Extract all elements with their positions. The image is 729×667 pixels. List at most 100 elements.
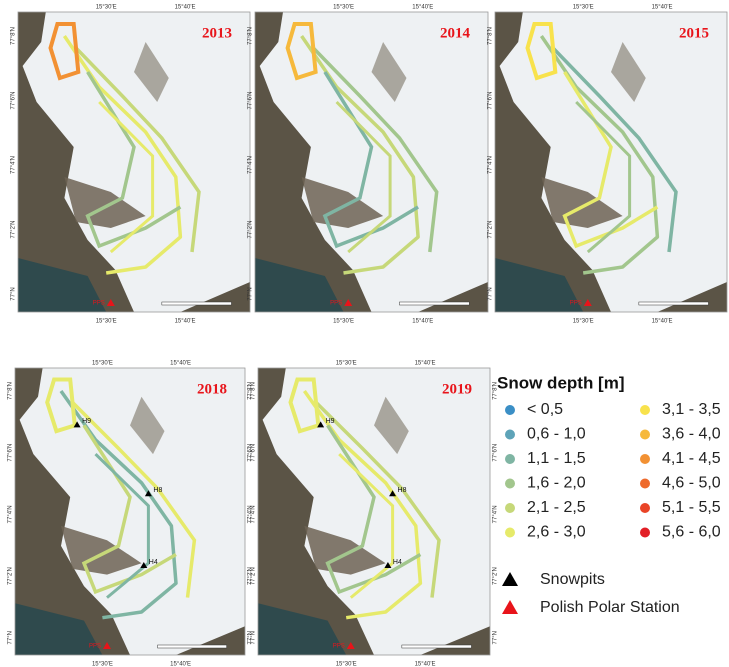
lat-label: 77°4'N — [11, 156, 17, 174]
lon-label: 15°40'E — [412, 319, 433, 325]
lat-label: 77°N — [11, 287, 17, 300]
lon-label: 15°30'E — [573, 5, 594, 11]
legend-label: 1,6 - 2,0 — [527, 475, 586, 492]
lat-label: 77°8'N — [248, 27, 254, 45]
lat-label: 77°2'N — [8, 567, 14, 585]
lon-label: 15°40'E — [415, 662, 436, 667]
lat-label: 77°6'N — [251, 444, 257, 462]
lat-label: 77°6'N — [8, 444, 14, 462]
lat-label: 77°6'N — [248, 92, 254, 110]
legend-swatch — [640, 479, 650, 489]
legend-marker-label: Snowpits — [540, 571, 605, 588]
snowpit-label: H8 — [398, 487, 407, 494]
legend-swatch — [640, 503, 650, 513]
lat-label: 77°2'N — [493, 567, 499, 585]
year-label: 2014 — [440, 25, 471, 41]
station-label: PPS — [93, 301, 105, 307]
lon-label: 15°40'E — [652, 5, 673, 11]
lat-label: 77°8'N — [488, 27, 494, 45]
year-label: 2015 — [679, 25, 709, 41]
legend-label: < 0,5 — [527, 401, 563, 418]
lon-label: 15°30'E — [96, 319, 117, 325]
lat-label: 77°N — [493, 631, 499, 644]
lon-label: 15°30'E — [333, 319, 354, 325]
lat-label: 77°8'N — [8, 382, 14, 400]
scale-bar — [162, 302, 232, 305]
legend-label: 1,1 - 1,5 — [527, 450, 586, 467]
lon-label: 15°30'E — [333, 5, 354, 11]
lat-label: 77°4'N — [251, 505, 257, 523]
legend-label: 2,1 - 2,5 — [527, 499, 586, 516]
map-panel — [18, 12, 250, 312]
lon-label: 15°40'E — [412, 5, 433, 11]
year-label: 2018 — [197, 381, 227, 397]
scale-bar — [399, 302, 469, 305]
scale-bar — [639, 302, 709, 305]
legend-swatch — [640, 430, 650, 440]
legend-swatch — [505, 528, 515, 538]
lat-label: 77°6'N — [11, 92, 17, 110]
legend-marker-label: Polish Polar Station — [540, 599, 680, 616]
legend-label: 4,6 - 5,0 — [662, 475, 721, 492]
legend-label: 3,1 - 3,5 — [662, 401, 721, 418]
legend-swatch — [505, 479, 515, 489]
scale-bar — [402, 645, 472, 648]
lat-label: 77°4'N — [248, 156, 254, 174]
legend-swatch — [505, 405, 515, 415]
lat-label: 77°8'N — [251, 382, 257, 400]
snowpit-label: H9 — [326, 418, 335, 425]
snowpit-label: H8 — [153, 487, 162, 494]
snowpit-label: H4 — [149, 559, 158, 566]
lon-label: 15°30'E — [92, 662, 113, 667]
year-label: 2019 — [442, 381, 472, 397]
legend-label: 0,6 - 1,0 — [527, 426, 586, 443]
lat-label: 77°N — [8, 631, 14, 644]
map-panel — [15, 368, 245, 655]
lat-label: 77°4'N — [8, 505, 14, 523]
station-label: PPS — [330, 301, 342, 307]
year-label: 2013 — [202, 25, 232, 41]
lat-label: 77°4'N — [488, 156, 494, 174]
map-panel — [495, 12, 727, 312]
lon-label: 15°40'E — [170, 361, 191, 367]
lat-label: 77°2'N — [251, 567, 257, 585]
legend-swatch — [505, 454, 515, 464]
scale-bar — [158, 645, 227, 648]
legend-label: 4,1 - 4,5 — [662, 450, 721, 467]
lon-label: 15°30'E — [336, 662, 357, 667]
lon-label: 15°30'E — [92, 361, 113, 367]
lat-label: 77°2'N — [488, 221, 494, 239]
legend-swatch — [640, 405, 650, 415]
lon-label: 15°40'E — [175, 5, 196, 11]
legend-label: 5,1 - 5,5 — [662, 499, 721, 516]
station-label: PPS — [333, 644, 345, 650]
legend-swatch — [505, 503, 515, 513]
legend-swatch — [640, 454, 650, 464]
lat-label: 77°N — [251, 631, 257, 644]
legend-label: 2,6 - 3,0 — [527, 524, 586, 541]
lat-label: 77°2'N — [248, 221, 254, 239]
station-label: PPS — [89, 644, 101, 650]
legend-label: 5,6 - 6,0 — [662, 524, 721, 541]
lat-label: 77°4'N — [493, 505, 499, 523]
lat-label: 77°6'N — [493, 444, 499, 462]
lat-label: 77°N — [488, 287, 494, 300]
lon-label: 15°40'E — [175, 319, 196, 325]
legend-swatch — [640, 528, 650, 538]
lon-label: 15°40'E — [170, 662, 191, 667]
figure: 2013 15°30'E 15°30'E 15°40'E 15°40'E 77°8'N 77… — [0, 0, 729, 667]
lon-label: 15°40'E — [415, 361, 436, 367]
map-panel — [258, 368, 490, 655]
station-label: PPS — [570, 301, 582, 307]
snowpit-label: H9 — [82, 418, 91, 425]
lon-label: 15°30'E — [336, 361, 357, 367]
legend-swatch — [505, 430, 515, 440]
lat-label: 77°2'N — [11, 221, 17, 239]
lat-label: 77°8'N — [11, 27, 17, 45]
lon-label: 15°40'E — [652, 319, 673, 325]
legend-label: 3,6 - 4,0 — [662, 426, 721, 443]
lat-label: 77°6'N — [488, 92, 494, 110]
legend-title: Snow depth [m] — [497, 373, 624, 392]
map-panel — [255, 12, 488, 312]
lon-label: 15°30'E — [96, 5, 117, 11]
